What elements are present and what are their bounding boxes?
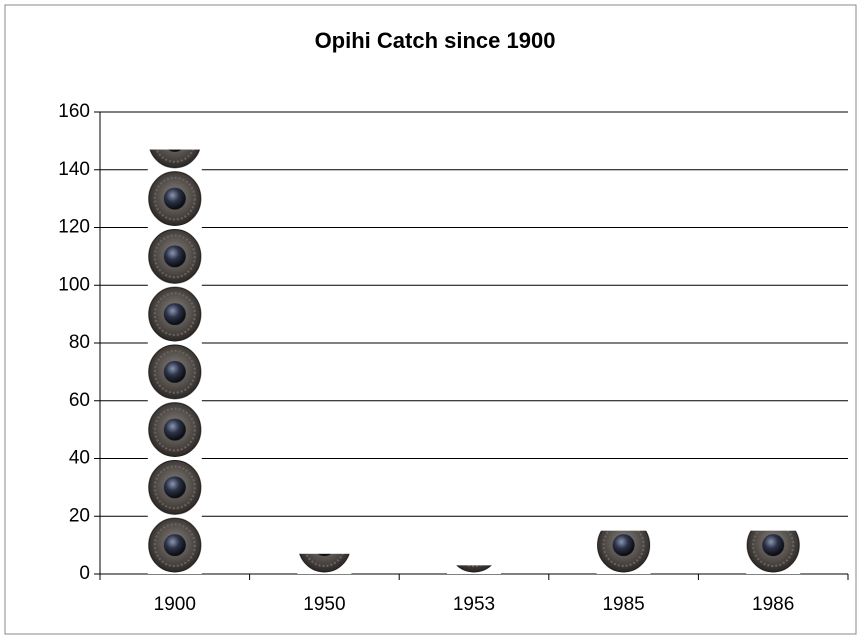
y-tick-label: 100 — [58, 274, 90, 295]
x-tick-label: 1985 — [602, 594, 644, 615]
bar — [596, 530, 651, 574]
x-tick-label: 1900 — [154, 594, 196, 615]
bar — [297, 553, 352, 574]
chart-title: Opihi Catch since 1900 — [315, 28, 556, 53]
y-tick-label: 80 — [69, 332, 90, 353]
x-tick-label: 1986 — [752, 594, 794, 615]
bar — [147, 149, 202, 574]
y-tick-label: 0 — [79, 563, 90, 584]
chart-frame — [4, 4, 857, 635]
x-tick-label: 1950 — [303, 594, 345, 615]
x-tick-label: 1953 — [453, 594, 495, 615]
y-tick-label: 60 — [69, 390, 90, 411]
y-tick-label: 160 — [58, 101, 90, 122]
y-tick-label: 40 — [69, 448, 90, 469]
bar — [447, 565, 501, 574]
y-tick-label: 20 — [69, 505, 90, 526]
y-tick-label: 120 — [58, 217, 90, 238]
bar — [746, 530, 801, 574]
y-tick-label: 140 — [58, 159, 90, 180]
